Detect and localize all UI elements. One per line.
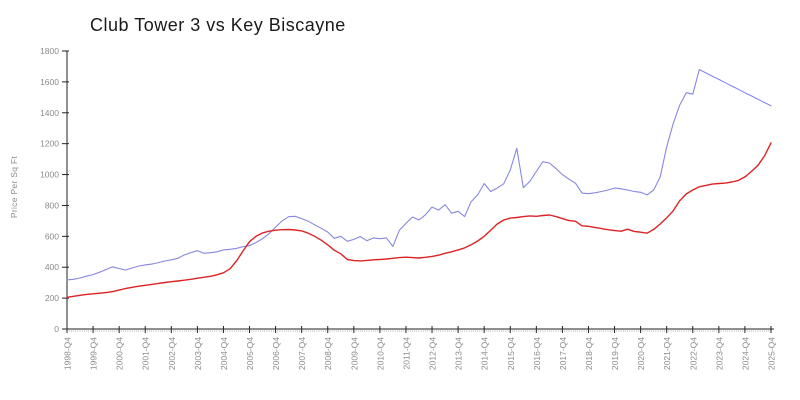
x-axis-tick-label: 2000-Q4 (115, 337, 125, 370)
x-axis-tick-label: 2009-Q4 (349, 337, 359, 370)
x-axis-tick-label: 2001-Q4 (141, 337, 151, 370)
x-axis-tick-label: 1999-Q4 (89, 337, 99, 370)
axis-lines (66, 51, 774, 330)
x-axis-tick-label: 2017-Q4 (558, 337, 568, 370)
x-axis-tick-label: 2007-Q4 (297, 337, 307, 370)
x-axis-tick-label: 2002-Q4 (167, 337, 177, 370)
series-line-key-biscayne (66, 142, 772, 298)
x-axis-tick-label: 2015-Q4 (506, 337, 516, 370)
x-axis-tick-label: 2014-Q4 (480, 337, 490, 370)
y-axis-tick-label: 0 (54, 324, 59, 334)
x-axis-tick-label: 2023-Q4 (714, 337, 724, 370)
x-axis-tick-label: 2008-Q4 (323, 337, 333, 370)
x-axis-tick-label: 2010-Q4 (375, 337, 385, 370)
x-axis-tick-label: 2025-Q4 (767, 337, 777, 370)
y-axis-tick-label: 1000 (40, 170, 59, 180)
x-axis-tick-label: 2024-Q4 (740, 337, 750, 370)
y-axis-tick-label: 1800 (40, 46, 59, 56)
x-axis-tick-label: 2005-Q4 (245, 337, 255, 370)
y-axis-tick-label: 800 (45, 200, 59, 210)
series-line-club-tower-3 (66, 68, 772, 281)
x-axis-tick-label: 2013-Q4 (454, 337, 464, 370)
y-axis-tick-label: 1600 (40, 77, 59, 87)
x-axis-tick-label: 2016-Q4 (532, 337, 542, 370)
y-axis-tick-label: 1400 (40, 108, 59, 118)
x-axis-tick-label: 2020-Q4 (636, 337, 646, 370)
x-axis-tick-label: 2003-Q4 (193, 337, 203, 370)
chart-title: Club Tower 3 vs Key Biscayne (90, 15, 346, 35)
y-axis-tick-label: 600 (45, 231, 59, 241)
x-axis-tick-label: 2019-Q4 (610, 337, 620, 370)
x-axis-tick-label: 2018-Q4 (584, 337, 594, 370)
y-axis-tick-label: 400 (45, 262, 59, 272)
x-axis-tick-label: 2006-Q4 (271, 337, 281, 370)
y-axis-tick-label: 1200 (40, 139, 59, 149)
x-axis-tick-label: 2021-Q4 (662, 337, 672, 370)
x-axis-tick-label: 2004-Q4 (219, 337, 229, 370)
x-axis-tick-label: 1998-Q4 (63, 337, 73, 370)
x-axis-tick-label: 2012-Q4 (428, 337, 438, 370)
y-axis-tick-label: 200 (45, 293, 59, 303)
x-axis-tick-label: 2011-Q4 (401, 337, 411, 370)
x-axis-tick-label: 2022-Q4 (688, 337, 698, 370)
